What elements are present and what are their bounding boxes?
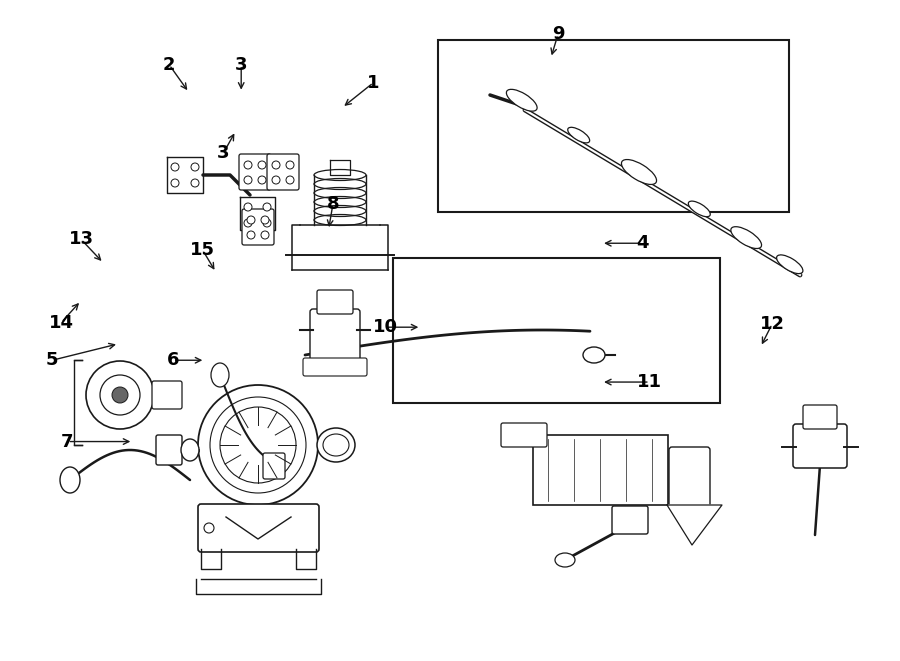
Circle shape [258, 176, 266, 184]
FancyBboxPatch shape [793, 424, 847, 468]
Circle shape [244, 161, 252, 169]
Text: 4: 4 [636, 234, 649, 253]
Ellipse shape [688, 201, 710, 217]
Ellipse shape [731, 227, 761, 249]
Ellipse shape [181, 439, 199, 461]
Circle shape [204, 523, 214, 533]
Text: 14: 14 [49, 313, 74, 332]
Circle shape [272, 176, 280, 184]
Circle shape [112, 387, 128, 403]
Circle shape [244, 219, 252, 227]
FancyBboxPatch shape [612, 506, 648, 534]
Circle shape [171, 179, 179, 187]
Text: 9: 9 [552, 25, 564, 44]
Text: 11: 11 [637, 373, 662, 391]
Text: 3: 3 [217, 144, 230, 163]
Polygon shape [667, 505, 722, 545]
Ellipse shape [777, 255, 803, 274]
Text: 12: 12 [760, 315, 785, 333]
Ellipse shape [583, 347, 605, 363]
Text: 3: 3 [235, 56, 248, 74]
Circle shape [261, 231, 269, 239]
Text: 15: 15 [190, 241, 215, 259]
FancyBboxPatch shape [803, 405, 837, 429]
Circle shape [258, 161, 266, 169]
Text: 6: 6 [166, 351, 179, 369]
Circle shape [171, 163, 179, 171]
Circle shape [244, 203, 252, 211]
Ellipse shape [568, 128, 590, 143]
Bar [393, 258, 720, 403]
Ellipse shape [211, 363, 229, 387]
FancyBboxPatch shape [198, 504, 319, 552]
FancyBboxPatch shape [152, 381, 182, 409]
Circle shape [244, 176, 252, 184]
Circle shape [198, 385, 318, 505]
Ellipse shape [621, 159, 657, 184]
Circle shape [286, 161, 294, 169]
Text: 7: 7 [61, 432, 74, 451]
Circle shape [261, 216, 269, 224]
Text: 13: 13 [68, 230, 94, 249]
Text: 5: 5 [46, 351, 58, 369]
Circle shape [247, 216, 255, 224]
Circle shape [247, 231, 255, 239]
Ellipse shape [555, 553, 575, 567]
Circle shape [286, 176, 294, 184]
FancyBboxPatch shape [669, 447, 710, 508]
Bar [438, 40, 789, 212]
Ellipse shape [317, 428, 355, 462]
Bar [533, 435, 668, 505]
Circle shape [100, 375, 140, 415]
FancyBboxPatch shape [501, 423, 547, 447]
FancyBboxPatch shape [242, 209, 274, 245]
Text: 2: 2 [163, 56, 176, 74]
FancyBboxPatch shape [303, 358, 367, 376]
Ellipse shape [60, 467, 80, 493]
Text: 8: 8 [327, 194, 339, 213]
FancyBboxPatch shape [263, 453, 285, 479]
FancyBboxPatch shape [310, 309, 360, 363]
Text: 10: 10 [373, 318, 398, 336]
Circle shape [86, 361, 154, 429]
Circle shape [191, 163, 199, 171]
Circle shape [263, 219, 271, 227]
FancyBboxPatch shape [156, 435, 182, 465]
Text: 1: 1 [367, 73, 380, 92]
FancyBboxPatch shape [267, 154, 299, 190]
FancyBboxPatch shape [239, 154, 271, 190]
Circle shape [191, 179, 199, 187]
Circle shape [263, 203, 271, 211]
Ellipse shape [507, 89, 537, 111]
Circle shape [272, 161, 280, 169]
FancyBboxPatch shape [317, 290, 353, 314]
